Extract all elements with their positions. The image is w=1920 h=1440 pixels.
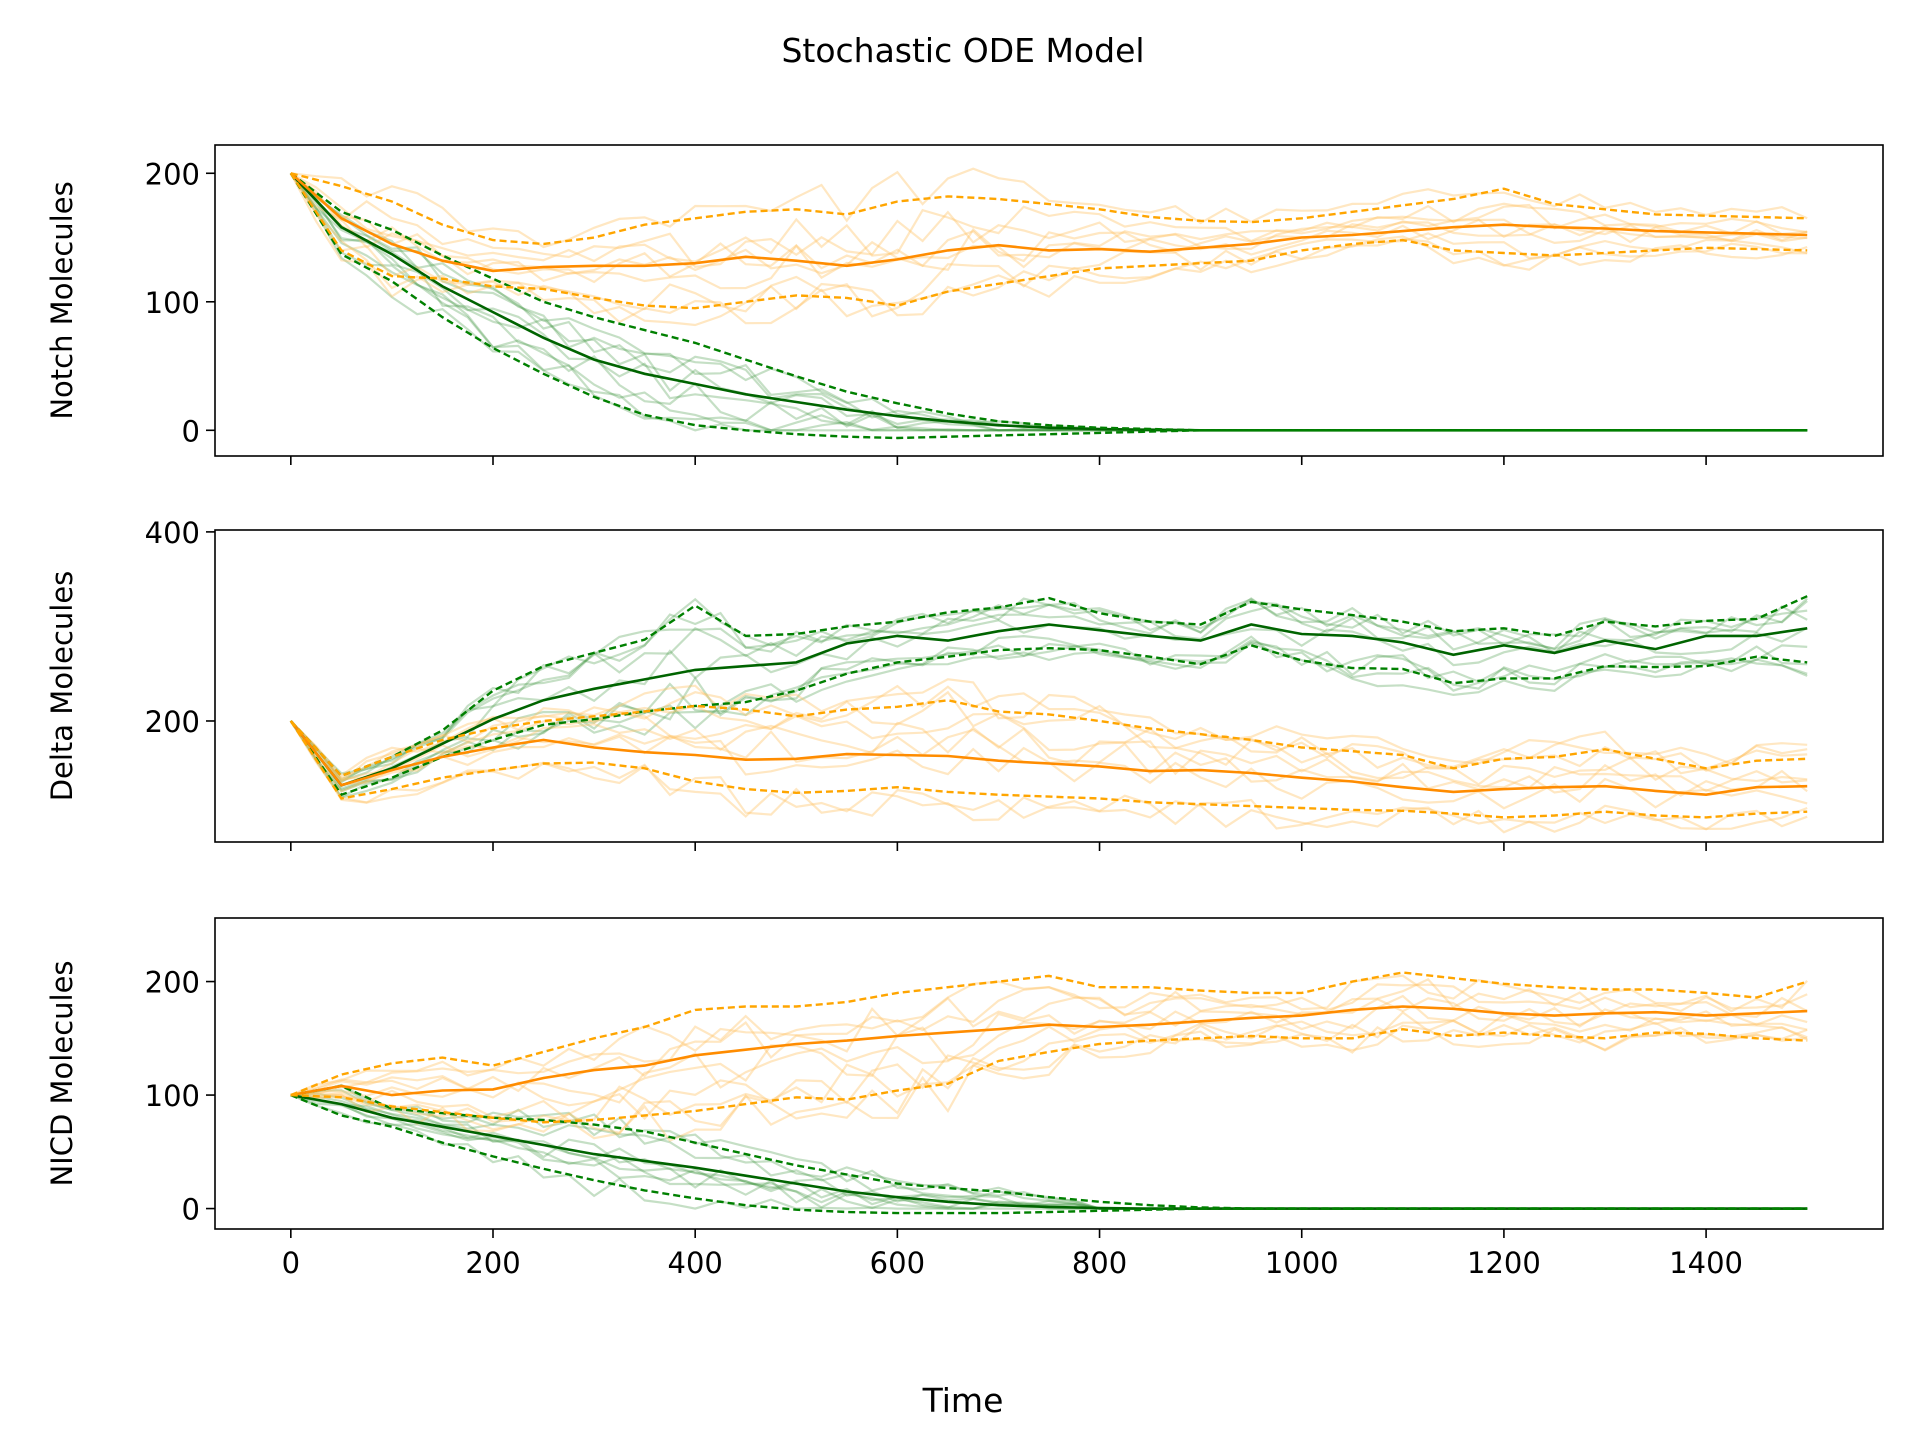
orange-trajectory [290, 172, 1808, 263]
orange-mean-line [289, 172, 1808, 273]
x-tick-label: 0 [282, 1246, 300, 1280]
green-upper-line [289, 595, 1808, 778]
orange-upper-line [289, 698, 1808, 778]
axes-frame [214, 917, 1884, 1230]
y-axis-label: NICD Molecules [45, 960, 79, 1186]
orange-lower-line [289, 172, 1808, 310]
green-lower-line [289, 172, 1808, 440]
green-lower-line [289, 644, 1808, 797]
y-tick-label: 0 [182, 414, 200, 448]
green-trajectory [289, 597, 1808, 775]
orange-trajectory [290, 167, 1808, 249]
y-tick-label: 100 [145, 286, 200, 320]
x-tick-label: 600 [870, 1246, 925, 1280]
x-tick-label: 1200 [1467, 1246, 1541, 1280]
green-trajectory [289, 641, 1808, 799]
orange-trajectory [290, 1013, 1808, 1122]
orange-trajectory [289, 172, 1808, 290]
subplot-panels: 0 100 200 Notch Molecules 200 400 Delta Molecu… [45, 144, 1884, 1280]
subplot-1: 0 100 200 Notch Molecules [45, 144, 1884, 465]
plot-area-3 [290, 971, 1809, 1215]
plot-area-2 [289, 595, 1808, 834]
y-axis-label: Delta Molecules [45, 571, 79, 802]
green-lower-line [290, 1093, 1808, 1215]
orange-trajectory [290, 690, 1808, 783]
figure-xlabel: Time [922, 1381, 1004, 1420]
orange-trajectory [290, 1023, 1808, 1140]
orange-lower-line [290, 1027, 1808, 1124]
orange-upper-line [290, 172, 1808, 246]
green-trajectory [290, 597, 1808, 784]
subplot-2: 200 400 Delta Molecules [45, 516, 1884, 851]
x-tick-label: 800 [1072, 1246, 1127, 1280]
orange-lower-line [289, 720, 1808, 819]
orange-trajectory [289, 720, 1808, 793]
y-tick-label: 100 [145, 1079, 200, 1113]
orange-trajectory [290, 974, 1809, 1097]
green-trajectory [289, 597, 1808, 781]
axes-frame [214, 529, 1884, 843]
y-tick-label: 400 [145, 516, 200, 550]
y-tick-label: 200 [145, 157, 200, 191]
orange-trajectory [289, 172, 1808, 325]
x-tick-label: 400 [668, 1246, 723, 1280]
orange-trajectory [289, 684, 1808, 780]
y-axis-label: Notch Molecules [45, 181, 79, 419]
y-tick-label: 200 [145, 966, 200, 1000]
subplot-3: 0 100 200 0 200 400 600 800 1000 1200 1400 NICD Mol… [45, 917, 1884, 1280]
orange-trajectory [290, 678, 1808, 777]
orange-trajectory [290, 172, 1808, 284]
figure-title: Stochastic ODE Model [781, 31, 1144, 70]
green-mean-line [289, 623, 1808, 787]
x-tick-label: 1400 [1669, 1246, 1743, 1280]
orange-trajectory [290, 1024, 1808, 1143]
y-tick-label: 0 [182, 1193, 200, 1227]
orange-trajectory [289, 712, 1808, 786]
green-upper-line [290, 172, 1808, 432]
orange-trajectory [290, 997, 1808, 1104]
orange-mean-line [289, 720, 1808, 797]
orange-trajectory [290, 983, 1808, 1097]
y-tick-label: 200 [145, 705, 200, 739]
orange-trajectory [290, 978, 1808, 1097]
green-trajectory [289, 641, 1808, 793]
x-tick-label: 200 [465, 1246, 520, 1280]
plot-area-1 [289, 167, 1808, 440]
orange-upper-line [290, 971, 1808, 1097]
axes-frame [214, 144, 1884, 457]
x-tick-label: 1000 [1265, 1246, 1339, 1280]
green-trajectory [289, 634, 1808, 792]
orange-mean-line [290, 1005, 1808, 1097]
